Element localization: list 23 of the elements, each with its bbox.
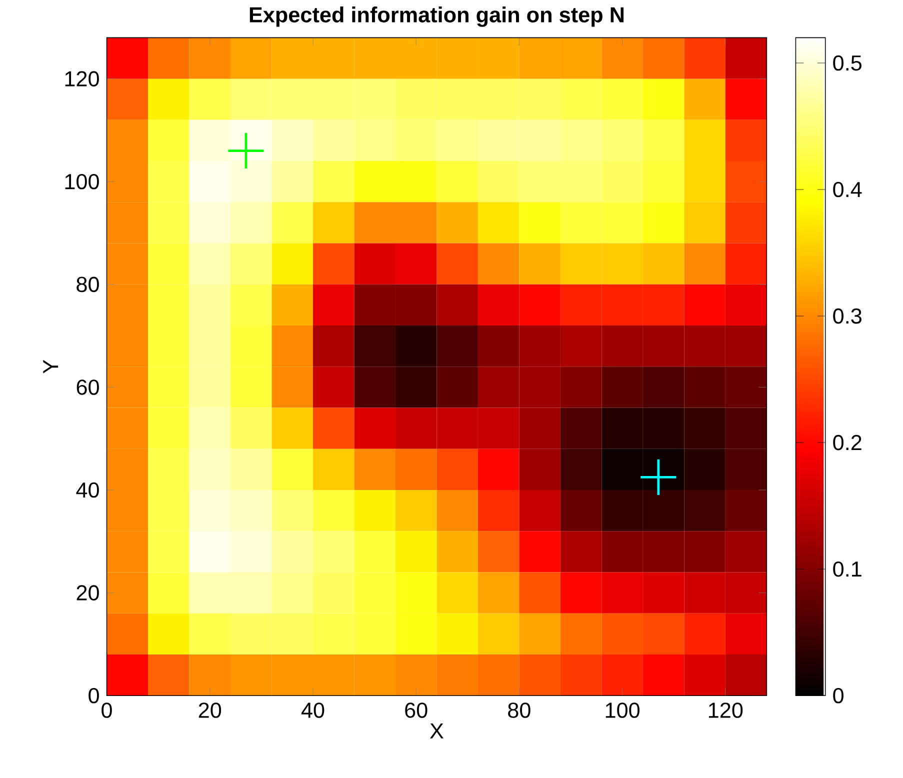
y-tick-label: 20 [76,585,99,601]
color-bar-label: 0 [833,688,844,704]
y-tick-label: 0 [88,688,99,704]
x-axis-title: X [430,724,444,739]
y-axis-title: Y [43,360,58,374]
y-tick-label: 120 [65,71,99,87]
x-tick-label: 100 [606,702,640,718]
y-tick-label: 100 [65,174,99,190]
color-bar-label: 0.4 [833,182,862,198]
x-tick-label: 20 [198,702,222,718]
color-bar-label: 0.5 [833,56,862,71]
y-tick-label: 40 [76,482,99,498]
y-tick-label: 60 [76,380,99,396]
chart-title: Expected information gain on step N [250,6,624,28]
color-bar-label: 0.3 [833,308,862,324]
x-tick-label: 0 [102,702,112,718]
color-bar-label: 0.2 [833,435,862,450]
x-tick-label: 40 [301,702,324,718]
x-tick-label: 120 [709,702,743,718]
y-tick-label: 80 [76,276,99,292]
x-tick-label: 60 [405,702,428,718]
x-tick-label: 80 [508,702,530,718]
color-bar-label: 0.1 [833,562,862,577]
